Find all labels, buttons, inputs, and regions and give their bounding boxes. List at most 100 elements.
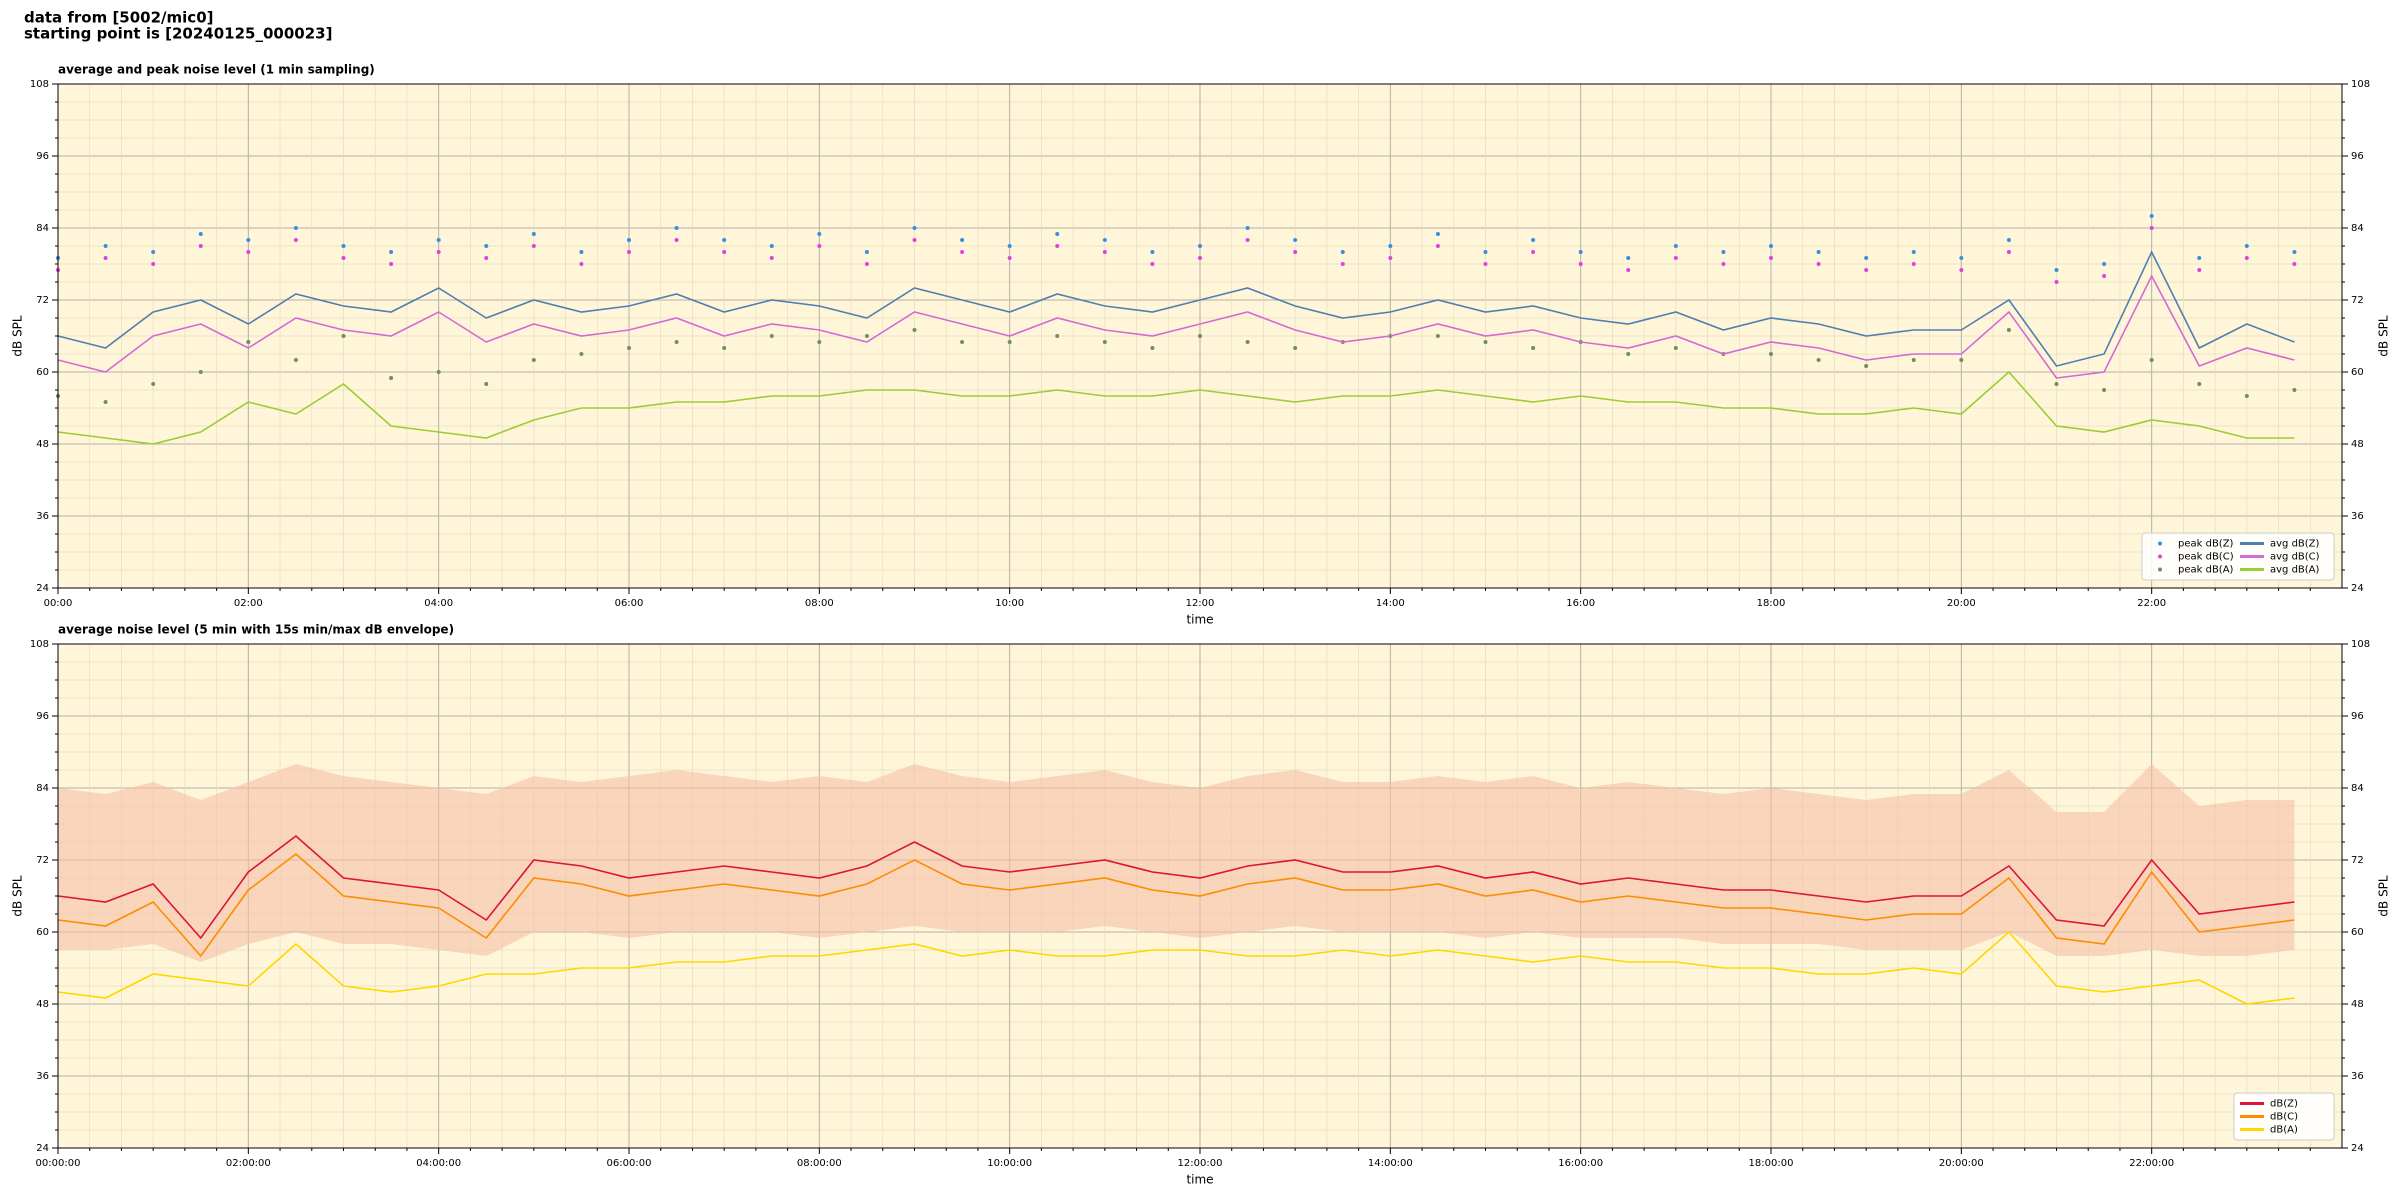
peak-point	[912, 328, 917, 332]
peak-point	[1435, 244, 1440, 248]
y-axis-label: dB SPL	[11, 875, 25, 917]
peak-point	[1007, 244, 1012, 248]
peak-point	[2244, 244, 2249, 248]
peak-point	[1911, 358, 1916, 362]
peak-point	[484, 256, 489, 260]
peak-point	[674, 238, 679, 242]
y-tick-label: 84	[36, 783, 49, 794]
peak-point	[1769, 256, 1773, 260]
peak-point	[627, 346, 631, 350]
peak-point	[579, 262, 584, 266]
peak-point	[1673, 256, 1678, 260]
peak-point	[1721, 262, 1726, 266]
peak-point	[1578, 262, 1583, 266]
peak-point	[1626, 352, 1631, 356]
x-tick-label: 12:00	[1186, 598, 1215, 609]
x-tick-label: 16:00	[1566, 598, 1595, 609]
legend-marker	[2158, 554, 2162, 559]
peak-point	[1245, 226, 1250, 230]
peak-point	[2006, 238, 2011, 242]
x-tick-label: 18:00	[1757, 598, 1786, 609]
peak-point	[484, 244, 489, 248]
x-tick-label: 06:00:00	[607, 1158, 652, 1169]
peak-point	[2006, 328, 2011, 332]
peak-point	[2149, 226, 2154, 230]
peak-point	[817, 340, 822, 344]
peak-point	[436, 370, 441, 374]
peak-point	[531, 244, 536, 248]
peak-point	[1293, 250, 1298, 254]
x-tick-label: 20:00	[1947, 598, 1976, 609]
peak-point	[1245, 238, 1250, 242]
y-tick-label: 48	[36, 999, 49, 1010]
peak-point	[1483, 250, 1488, 254]
peak-point	[1531, 238, 1536, 242]
peak-point	[1102, 238, 1107, 242]
y-tick-label: 60	[36, 367, 49, 378]
peak-point	[769, 334, 774, 338]
peak-point	[2292, 250, 2297, 254]
legend-label: avg dB(A)	[2270, 565, 2320, 576]
y-tick-label: 72	[2351, 855, 2364, 866]
peak-point	[960, 340, 965, 344]
x-tick-label: 06:00	[615, 598, 644, 609]
peak-point	[2102, 388, 2107, 392]
peak-point	[341, 256, 346, 260]
series-line	[57, 250, 2295, 367]
peak-point	[769, 256, 774, 260]
legend-label: avg dB(Z)	[2270, 539, 2320, 550]
x-tick-label: 00:00	[44, 598, 73, 609]
peak-point	[1673, 346, 1678, 350]
y-axis-label: dB SPL	[2377, 875, 2391, 917]
y-tick-label: 36	[36, 511, 49, 522]
legend-label: peak dB(A)	[2178, 565, 2234, 576]
peak-point	[1293, 238, 1298, 242]
peak-point	[864, 262, 869, 266]
peak-point	[1102, 250, 1107, 254]
y-axis-label: dB SPL	[11, 315, 25, 357]
peak-point	[1959, 256, 1964, 260]
peak-point	[769, 244, 774, 248]
peak-point	[1816, 262, 1821, 266]
peak-point	[389, 262, 394, 266]
peak-point	[1198, 256, 1202, 260]
peak-point	[960, 250, 965, 254]
peak-point	[1150, 346, 1155, 350]
x-tick-label: 10:00	[995, 598, 1024, 609]
peak-point	[1150, 250, 1155, 254]
x-tick-label: 10:00:00	[987, 1158, 1032, 1169]
peak-point	[674, 340, 679, 344]
peak-point	[1531, 250, 1536, 254]
y-tick-label: 72	[36, 295, 49, 306]
peak-point	[1673, 244, 1678, 248]
y-tick-label: 60	[36, 927, 49, 938]
y-tick-label: 108	[2351, 79, 2370, 90]
legend-label: peak dB(C)	[2178, 552, 2234, 563]
x-axis-label: time	[1186, 613, 1213, 627]
peak-point	[1007, 340, 1012, 344]
peak-point	[341, 334, 346, 338]
y-tick-label: 48	[2351, 999, 2364, 1010]
peak-point	[627, 238, 631, 242]
peak-point	[912, 226, 917, 230]
y-tick-label: 84	[2351, 223, 2364, 234]
y-tick-label: 24	[36, 1143, 49, 1154]
legend-label: peak dB(Z)	[2178, 539, 2234, 550]
peak-point	[1483, 340, 1488, 344]
legend-label: dB(C)	[2270, 1112, 2298, 1123]
peak-point	[389, 376, 394, 380]
peak-point	[103, 244, 108, 248]
peak-point	[1959, 358, 1964, 362]
peak-point	[246, 238, 251, 242]
peak-point	[627, 250, 631, 254]
peak-point	[2102, 274, 2107, 278]
peak-point	[1055, 334, 1060, 338]
peak-point	[293, 358, 298, 362]
y-tick-label: 24	[36, 583, 49, 594]
y-tick-label: 96	[2351, 711, 2364, 722]
peak-point	[1578, 250, 1583, 254]
peak-point	[1007, 256, 1012, 260]
peak-point	[1626, 268, 1631, 272]
x-tick-label: 02:00:00	[226, 1158, 271, 1169]
peak-point	[1245, 340, 1250, 344]
